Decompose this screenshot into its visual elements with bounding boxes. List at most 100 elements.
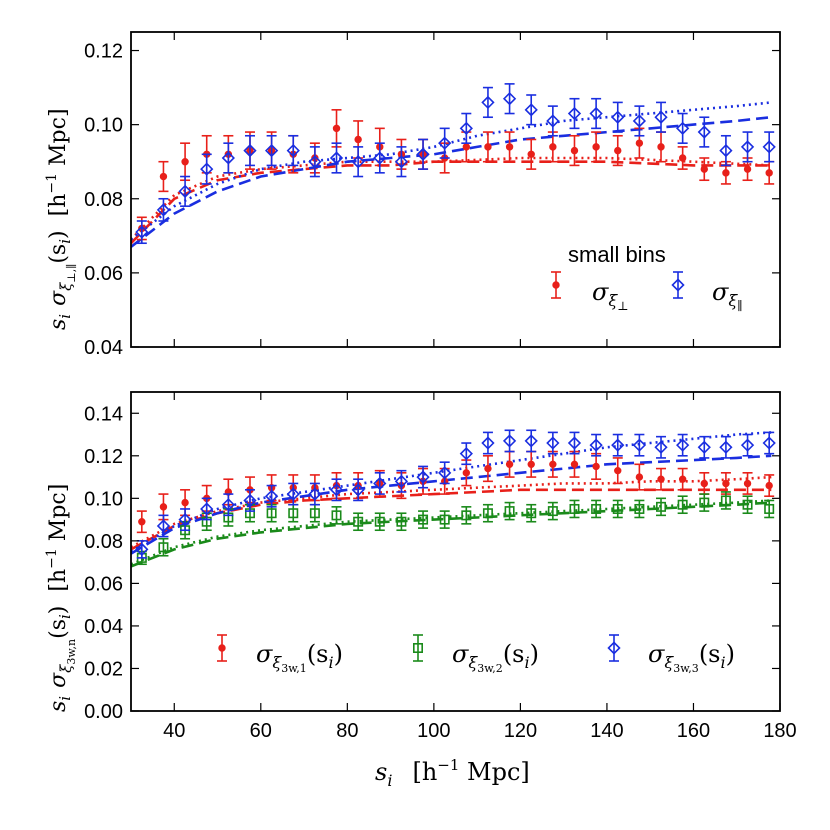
point-3w3-10 <box>351 478 365 502</box>
svg-text:σξ3w,1(si): σξ3w,1(si) <box>256 640 343 675</box>
marker <box>484 143 492 151</box>
marker <box>351 155 365 169</box>
marker <box>614 466 622 475</box>
series-par <box>135 83 776 245</box>
point-3w1-27 <box>720 472 731 495</box>
marker <box>264 143 279 158</box>
marker <box>178 184 192 198</box>
marker <box>720 495 731 506</box>
point-3w3-9 <box>329 478 344 502</box>
curve-3w3-dash <box>131 454 772 555</box>
marker <box>654 440 668 454</box>
marker <box>181 498 189 507</box>
ytick-label: 0.06 <box>84 263 123 285</box>
marker <box>332 124 341 133</box>
marker <box>394 155 409 169</box>
marker <box>589 438 603 452</box>
point-3w3-28 <box>740 433 755 457</box>
legend-entry-3w2: σξ3w,2(si) <box>452 640 539 675</box>
marker <box>459 121 473 135</box>
marker <box>591 503 602 514</box>
marker <box>524 434 538 448</box>
marker <box>546 114 560 128</box>
point-3w2-24 <box>656 497 667 517</box>
point-3w1-19 <box>547 450 558 478</box>
xtick-label: 160 <box>677 720 710 742</box>
point-3w3-14 <box>438 461 452 485</box>
marker <box>181 158 189 166</box>
marker <box>243 493 257 508</box>
top-ylabel: siσξ⊥,∥(si)[h−1 Mpc] <box>44 108 78 330</box>
marker <box>156 203 171 217</box>
point-3w3-21 <box>589 433 603 457</box>
marker <box>462 143 471 151</box>
marker <box>743 479 752 488</box>
point-3w2-1 <box>158 537 169 557</box>
marker <box>700 165 708 173</box>
xtick-label: 180 <box>763 720 796 742</box>
marker <box>699 497 710 508</box>
legend-marker-3w1 <box>217 634 227 662</box>
point-3w1-16 <box>482 454 493 483</box>
bottom-panel: 40 60 80 100 120 140 160 180 0.00 0.02 0.04 0.06 0.0… <box>84 391 797 742</box>
marker <box>762 140 776 154</box>
point-3w3-1 <box>156 514 171 538</box>
xtick-label: 120 <box>504 720 537 742</box>
marker <box>266 508 277 519</box>
marker <box>719 143 733 158</box>
legend-entry-3w1: σξ3w,1(si) <box>256 640 343 675</box>
legend-marker <box>607 641 621 655</box>
marker <box>635 473 644 481</box>
point-3w2-23 <box>634 499 645 519</box>
marker <box>634 503 645 514</box>
marker <box>178 512 192 527</box>
bottom-xlabel: si [h−1 Mpc] <box>375 756 530 790</box>
point-3w3-25 <box>676 433 690 457</box>
marker <box>396 516 407 527</box>
marker <box>243 143 257 158</box>
point-par-13 <box>416 138 430 170</box>
point-3w2-25 <box>677 495 688 515</box>
marker <box>482 508 493 519</box>
point-3w3-2 <box>178 508 192 532</box>
top-legend: small bins σξ⊥ σξ∥ <box>568 242 743 313</box>
marker <box>567 436 582 450</box>
marker <box>286 143 300 158</box>
point-3w2-12 <box>396 512 407 532</box>
marker <box>331 510 342 521</box>
point-3w3-18 <box>524 429 538 453</box>
point-3w1-18 <box>526 450 537 478</box>
marker <box>461 510 472 521</box>
marker <box>657 143 665 151</box>
marker <box>373 476 387 491</box>
marker <box>612 503 623 514</box>
curve-3w2-dash <box>131 501 772 568</box>
xtick-label: 80 <box>336 720 358 742</box>
point-3w2-9 <box>331 506 342 525</box>
series-3w2 <box>136 491 775 566</box>
point-3w3-4 <box>221 493 235 517</box>
point-3w3-29 <box>762 431 776 455</box>
marker <box>697 125 711 139</box>
marker <box>549 460 557 469</box>
marker <box>589 106 603 121</box>
point-3w3-7 <box>286 482 300 506</box>
point-par-22 <box>611 101 625 133</box>
curve-3w2-dot <box>131 499 772 566</box>
marker <box>418 514 429 525</box>
marker <box>524 103 538 117</box>
point-perp-23 <box>634 127 645 159</box>
marker <box>505 143 514 151</box>
point-par-11 <box>373 142 387 174</box>
point-3w2-20 <box>569 499 580 519</box>
marker <box>502 92 517 106</box>
marker <box>484 464 492 473</box>
point-par-10 <box>351 146 365 178</box>
marker <box>354 135 362 144</box>
point-perp-1 <box>158 160 169 193</box>
legend-marker-perp <box>551 271 561 299</box>
point-par-21 <box>589 97 603 130</box>
legend-marker <box>218 644 226 652</box>
point-par-18 <box>524 94 538 126</box>
point-par-24 <box>654 101 668 133</box>
